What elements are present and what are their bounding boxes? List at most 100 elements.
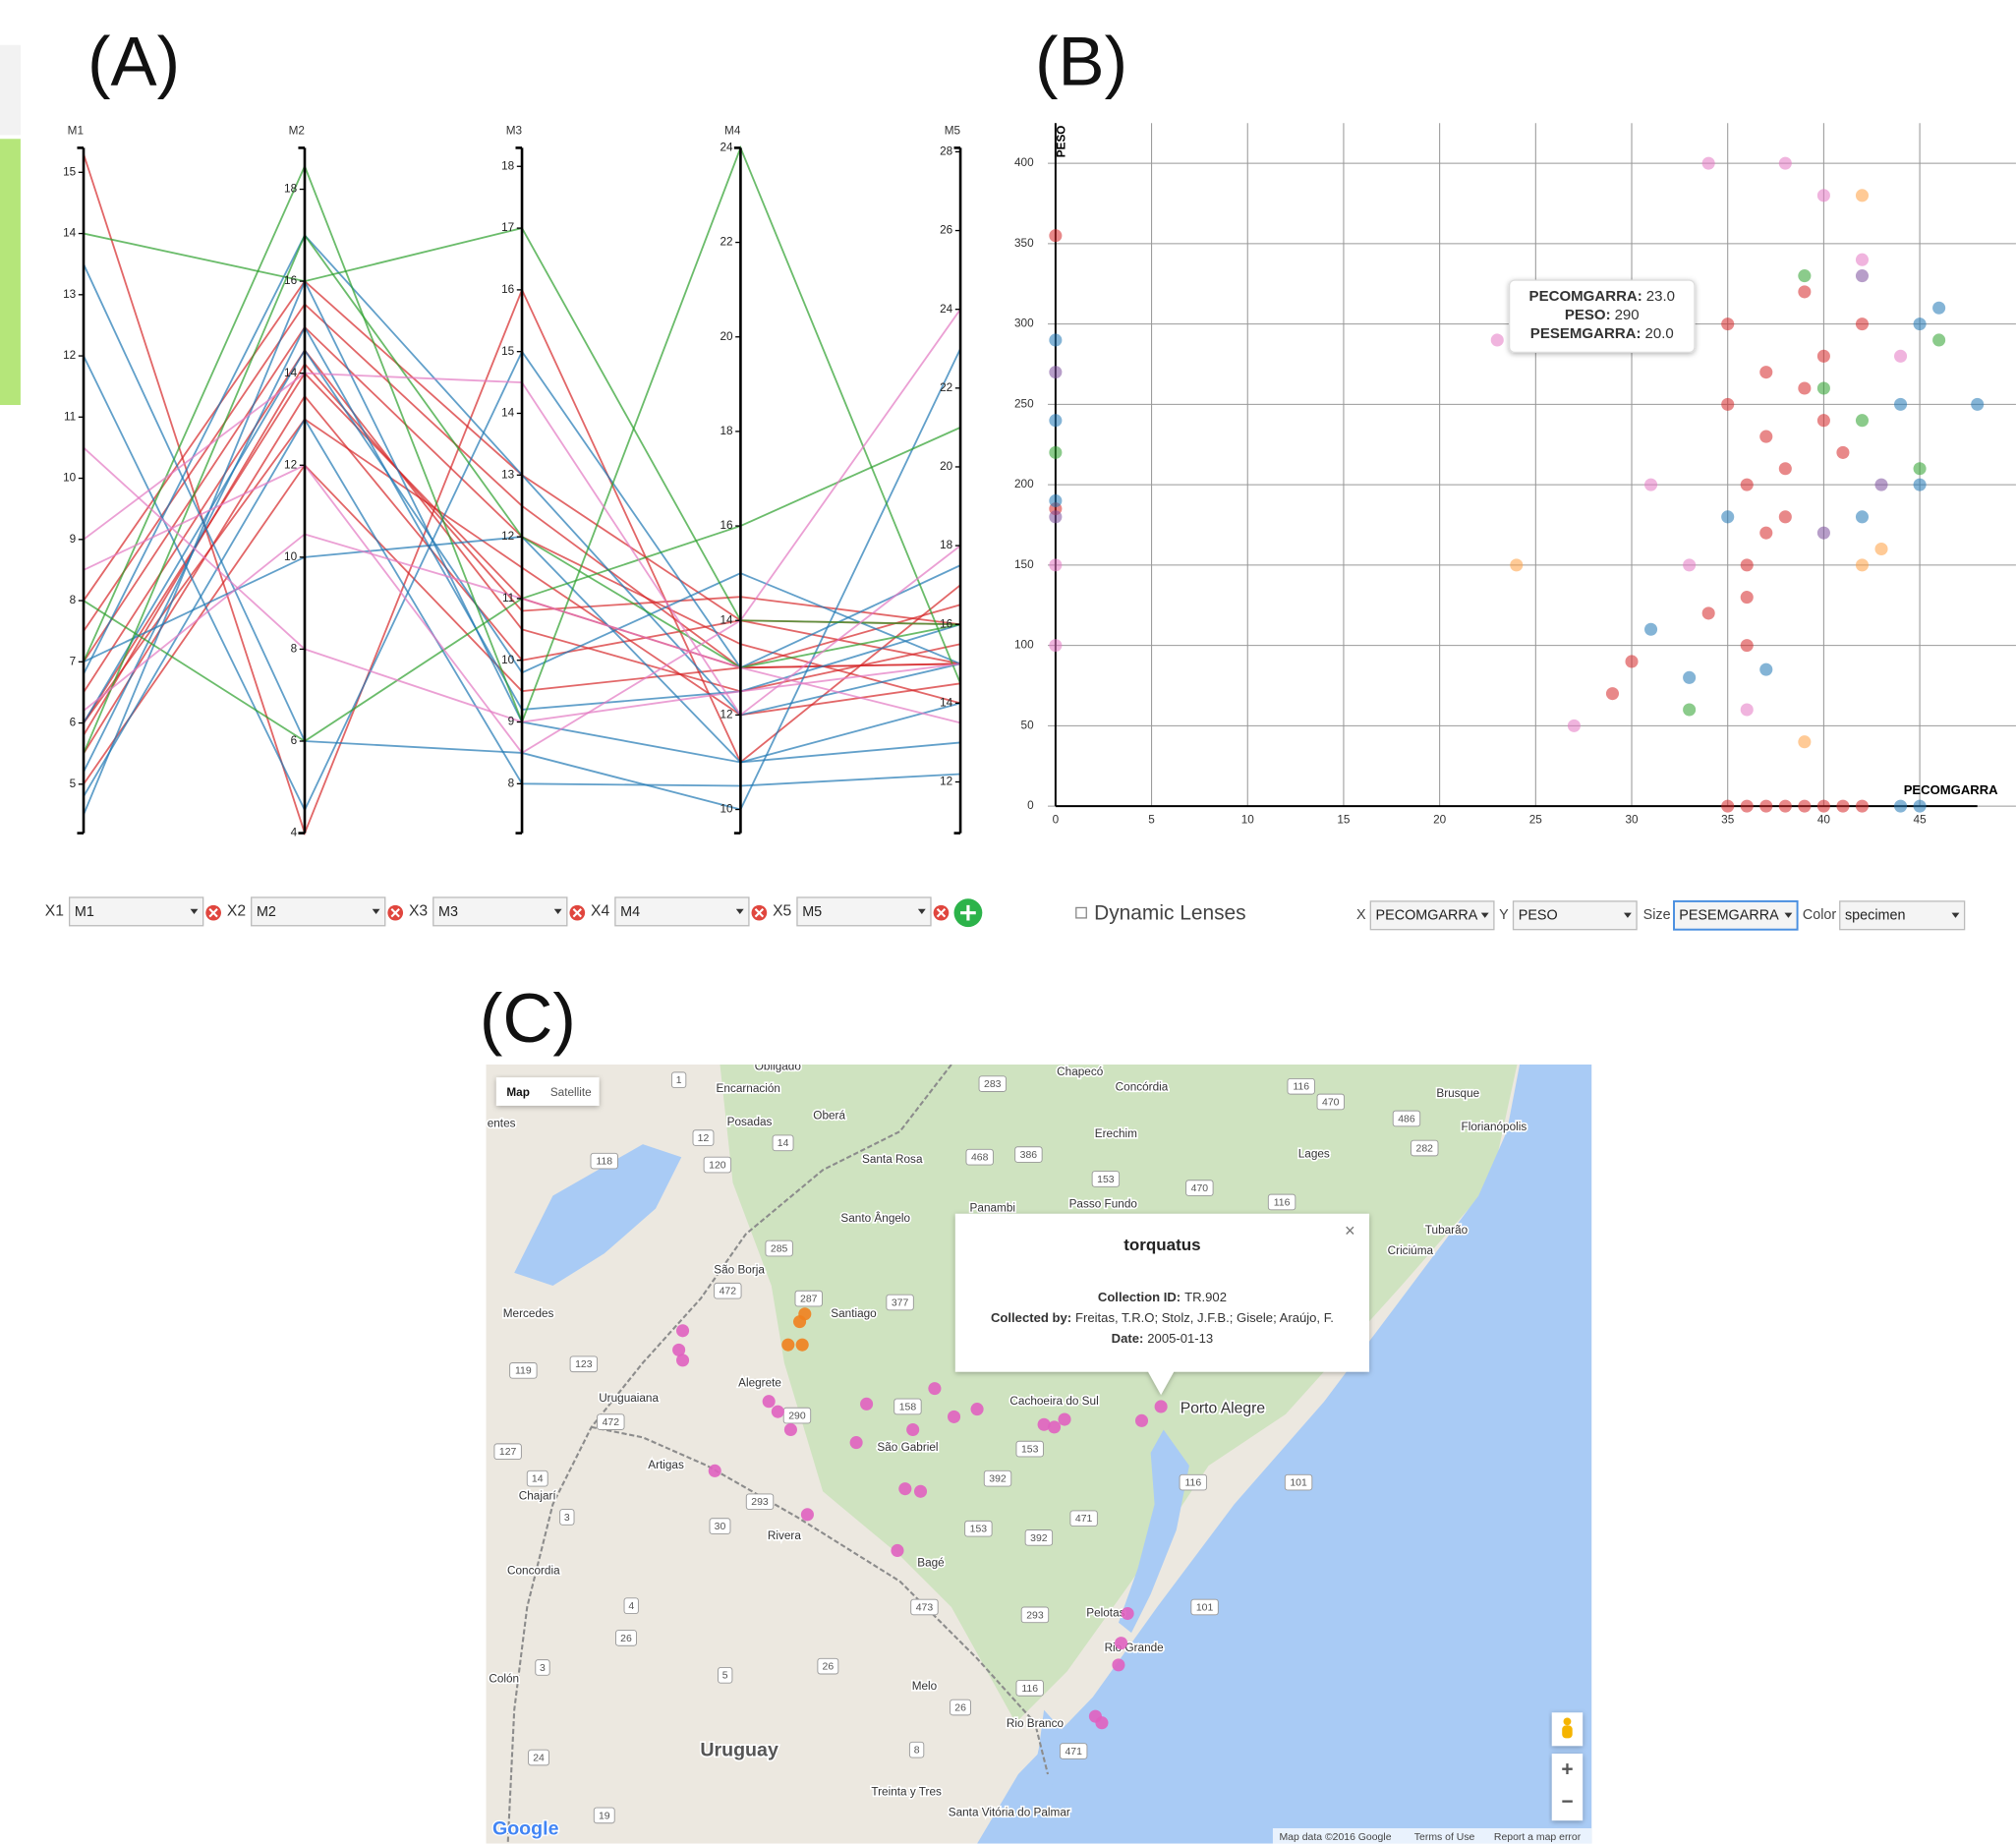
select-value: M4 — [620, 904, 640, 920]
select[interactable] — [432, 896, 568, 927]
row-value: 20.0 — [1644, 325, 1673, 342]
map-marker[interactable] — [708, 1464, 721, 1477]
point — [1816, 189, 1830, 202]
select[interactable] — [1839, 900, 1966, 931]
map-marker[interactable] — [1115, 1637, 1128, 1650]
map-lake — [514, 1144, 682, 1286]
map-marker[interactable] — [1037, 1417, 1051, 1431]
point — [1855, 269, 1870, 283]
map-marker[interactable] — [849, 1436, 863, 1450]
map-marker[interactable] — [1058, 1412, 1071, 1426]
map-marker[interactable] — [906, 1422, 920, 1437]
road-shield — [718, 1667, 733, 1684]
select[interactable] — [68, 896, 204, 927]
point — [1721, 317, 1735, 331]
road-shield — [623, 1597, 639, 1614]
map-marker[interactable] — [860, 1397, 874, 1411]
select[interactable] — [1369, 900, 1495, 931]
road-number: 8 — [914, 1746, 920, 1757]
axis-name: M5 — [945, 125, 961, 138]
x-tick-label: 25 — [1529, 814, 1543, 827]
map-marker[interactable] — [970, 1403, 984, 1416]
point — [1740, 591, 1754, 605]
map-marker[interactable] — [781, 1338, 795, 1352]
map-marker[interactable] — [783, 1422, 797, 1437]
map-layer: 1 283 116 470 486 282 12 14 118 120 468 386 153 470 11… — [486, 1065, 1528, 1824]
zoom-button[interactable]: + — [1561, 1758, 1573, 1781]
select[interactable] — [796, 896, 932, 927]
row-key: PESEMGARRA: — [1530, 325, 1642, 342]
map-marker[interactable] — [898, 1482, 912, 1496]
map-button[interactable]: Satellite — [550, 1086, 592, 1099]
map-footer-text[interactable]: Report a map error — [1494, 1832, 1582, 1843]
y-tick-label: 0 — [1027, 799, 1034, 812]
road-number: 3 — [564, 1513, 570, 1524]
map-marker[interactable] — [947, 1410, 961, 1423]
point — [1913, 799, 1927, 813]
map-marker[interactable] — [793, 1315, 807, 1329]
select[interactable] — [251, 896, 386, 927]
map-button[interactable]: Map — [506, 1086, 530, 1099]
point — [1913, 478, 1927, 491]
point — [1816, 349, 1830, 363]
road-shield — [590, 1152, 618, 1170]
select[interactable] — [1673, 899, 1799, 931]
map-marker[interactable] — [1154, 1400, 1168, 1413]
place-name: Lages — [1298, 1148, 1330, 1161]
popup-close[interactable]: × — [1345, 1220, 1355, 1240]
road-number: 101 — [1196, 1602, 1214, 1613]
map-marker[interactable] — [771, 1405, 784, 1418]
point — [1798, 285, 1812, 299]
point — [1855, 189, 1870, 202]
map-marker[interactable] — [762, 1395, 776, 1409]
place-name: Criciúma — [1388, 1244, 1434, 1257]
map-marker[interactable] — [1134, 1413, 1149, 1427]
map-marker[interactable] — [676, 1324, 690, 1338]
map-marker[interactable] — [676, 1354, 690, 1367]
select[interactable] — [1512, 900, 1638, 931]
row-key: PESO: — [1565, 307, 1611, 323]
tooltip-row: PECOMGARRA: 23.0 — [1529, 288, 1675, 305]
map-marker[interactable] — [1121, 1607, 1134, 1621]
map-marker[interactable] — [800, 1508, 814, 1522]
select-value: specimen — [1845, 908, 1906, 924]
tick-label: 17 — [501, 221, 514, 234]
map-marker[interactable] — [913, 1484, 928, 1498]
select[interactable] — [614, 896, 750, 927]
map-marker[interactable] — [891, 1543, 904, 1557]
map[interactable]: 1 283 116 470 486 282 12 14 118 120 468 386 153 470 11… — [486, 1061, 1592, 1844]
tick-label: 24 — [940, 303, 953, 316]
map-marker[interactable] — [672, 1343, 686, 1356]
point — [1644, 478, 1658, 491]
place-name: Uruguay — [700, 1740, 778, 1761]
point — [1894, 349, 1908, 363]
road-shield — [1015, 1440, 1044, 1458]
map-marker[interactable] — [1095, 1716, 1109, 1730]
tooltip-row: Collection ID: TR.902 — [1098, 1291, 1227, 1305]
road-number: 486 — [1398, 1114, 1415, 1124]
road-number: 101 — [1290, 1478, 1307, 1489]
road-number: 116 — [1021, 1684, 1038, 1695]
map-footer-text: Map data ©2016 Google — [1279, 1832, 1391, 1843]
map-footer-text[interactable]: Terms of Use — [1414, 1832, 1475, 1843]
panel-label: (A) — [87, 23, 180, 100]
point — [1605, 687, 1620, 701]
road-number: 3 — [540, 1663, 546, 1674]
tick-label: 22 — [940, 381, 952, 394]
map-marker[interactable] — [1112, 1658, 1125, 1672]
tick-label: 12 — [720, 708, 732, 720]
road-shield — [670, 1071, 687, 1089]
zoom-button[interactable]: − — [1561, 1790, 1573, 1813]
place-name: Passo Fundo — [1069, 1198, 1138, 1211]
map-marker[interactable] — [928, 1382, 942, 1396]
map-marker[interactable] — [1048, 1420, 1062, 1434]
road-number: 19 — [599, 1811, 610, 1821]
tick-label: 16 — [501, 283, 515, 296]
point — [1816, 526, 1830, 540]
road-shield — [950, 1699, 971, 1716]
road-shield — [893, 1398, 922, 1415]
map-marker[interactable] — [795, 1338, 809, 1352]
tick-label: 6 — [70, 717, 77, 729]
checkbox[interactable] — [1075, 906, 1087, 919]
select-arrow — [553, 908, 562, 914]
